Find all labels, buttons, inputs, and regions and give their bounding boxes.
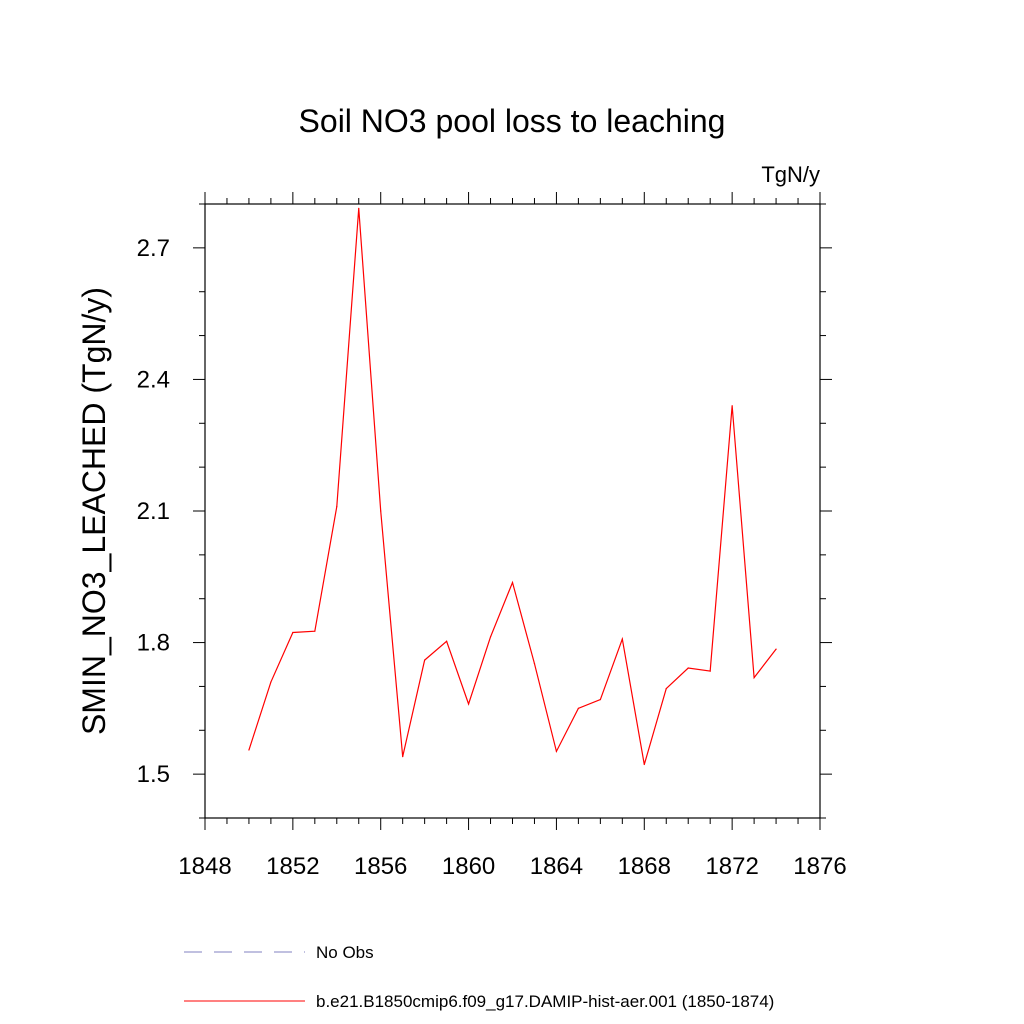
x-tick-label: 1868 (618, 853, 671, 880)
series-point (336, 506, 338, 508)
series-point (731, 405, 733, 407)
series-point (270, 681, 272, 683)
x-tick-label: 1864 (530, 853, 583, 880)
series-point (358, 207, 360, 209)
y-tick-label: 2.4 (137, 366, 170, 393)
series-point (643, 763, 645, 766)
series-point (709, 670, 711, 672)
series-point (467, 703, 470, 705)
x-tick-label: 1876 (793, 853, 846, 880)
y-tick-label: 1.8 (137, 630, 170, 657)
axis-ticks (193, 192, 832, 830)
series-point (687, 667, 689, 669)
legend: No Obs b.e21.B1850cmip6.f09_g17.DAMIP-his… (184, 943, 774, 1011)
series-point (665, 688, 667, 690)
chart-title: Soil NO3 pool loss to leaching (299, 103, 726, 139)
y-tick-label: 2.7 (137, 235, 170, 262)
series-point (424, 659, 426, 661)
series-point (621, 638, 623, 640)
legend-label: No Obs (316, 943, 374, 962)
y-axis-label: SMIN_NO3_LEACHED (TgN/y) (76, 287, 112, 735)
series-point (402, 756, 404, 758)
x-tick-label: 1872 (705, 853, 758, 880)
data-series (248, 207, 777, 766)
series-point (380, 510, 382, 512)
series-point (292, 631, 294, 634)
x-tick-label: 1856 (354, 853, 407, 880)
series-point (511, 581, 514, 584)
x-tick-labels: 1848 1852 1856 1860 1864 1868 1872 1876 (178, 853, 846, 880)
legend-label: b.e21.B1850cmip6.f09_g17.DAMIP-hist-aer.… (316, 992, 774, 1011)
y-tick-label: 2.1 (137, 498, 170, 525)
x-tick-label: 1860 (442, 853, 495, 880)
series-point (775, 648, 777, 650)
y-tick-label: 1.5 (137, 761, 170, 788)
series-point (446, 640, 448, 642)
series-point (533, 663, 536, 665)
series-point (314, 630, 316, 632)
units-label: TgN/y (761, 162, 820, 187)
series-line (248, 208, 777, 765)
x-tick-label: 1848 (178, 853, 231, 880)
series-point (577, 707, 579, 709)
series-point (489, 636, 492, 638)
series-point (555, 750, 558, 752)
y-tick-labels: 1.5 1.8 2.1 2.4 2.7 (137, 235, 170, 788)
series-point (248, 749, 250, 751)
series-point (599, 698, 601, 701)
x-tick-label: 1852 (266, 853, 319, 880)
plot-frame (204, 203, 821, 819)
series-point (753, 677, 755, 679)
